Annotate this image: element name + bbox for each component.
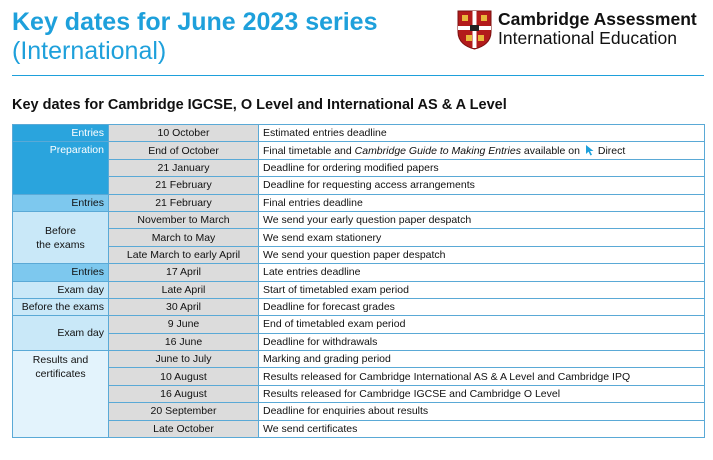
date-cell: 17 April <box>108 263 259 282</box>
date-cell: 10 August <box>108 367 259 386</box>
date-cell: 10 October <box>108 123 259 143</box>
description-text: Final timetable and <box>263 145 355 158</box>
table-row: Exam day 9 June End of timetabled exam p… <box>12 315 705 352</box>
description-cell: Deadline for requesting access arrangeme… <box>258 176 705 195</box>
table-row: Exam day Late April Start of timetabled … <box>12 280 705 299</box>
guide-title: Cambridge Guide to Making Entries <box>354 145 521 158</box>
table-row: Results and certificates June to July Ma… <box>12 350 705 439</box>
page-title: Key dates for June 2023 series (Internat… <box>12 8 432 66</box>
table-row: Before the exams 30 April Deadline for f… <box>12 297 705 317</box>
table-row: March to May We send exam stationery <box>13 228 705 247</box>
table-row: 21 February Deadline for requesting acce… <box>13 176 705 195</box>
page-title-sub: (International) <box>12 37 167 65</box>
table-row: Before the exams November to March We se… <box>12 210 705 265</box>
shield-icon <box>457 10 492 50</box>
category-cell: Before the exams <box>12 210 109 265</box>
date-cell: Late March to early April <box>108 245 259 265</box>
description-cell: Final entries deadline <box>258 193 705 212</box>
category-cell: Entries <box>12 193 109 212</box>
date-cell: 9 June <box>108 315 259 334</box>
cursor-arrow-icon <box>585 144 596 156</box>
date-cell: 21 February <box>108 193 259 212</box>
description-cell: We send exam stationery <box>258 228 705 247</box>
date-cell: Late April <box>108 280 259 299</box>
category-cell: Before the exams <box>12 297 109 317</box>
date-cell: June to July <box>108 350 259 369</box>
header-divider <box>12 75 704 76</box>
date-cell: November to March <box>108 210 259 230</box>
page-title-main: Key dates for June 2023 series <box>12 8 378 36</box>
description-cell: We send certificates <box>258 419 705 439</box>
section-heading: Key dates for Cambridge IGCSE, O Level a… <box>12 97 507 113</box>
description-cell: Start of timetabled exam period <box>258 280 705 299</box>
category-cell: Exam day <box>12 280 109 299</box>
category-cell: Entries <box>12 263 109 282</box>
date-cell: 30 April <box>108 297 259 317</box>
date-cell: 21 January <box>108 158 259 178</box>
description-cell: Results released for Cambridge IGCSE and… <box>258 384 705 404</box>
brand-line2: International Education <box>498 28 678 48</box>
description-cell: Deadline for forecast grades <box>258 297 705 317</box>
category-line: Before <box>45 224 76 237</box>
description-cell: We send your early question paper despat… <box>258 210 705 230</box>
category-line: Results and <box>32 354 89 367</box>
table-row: Late March to early April We send your q… <box>13 245 705 265</box>
category-cell: Entries <box>12 123 109 143</box>
table-row: 21 January Deadline for ordering modifie… <box>13 158 705 178</box>
description-cell: Deadline for ordering modified papers <box>258 158 705 178</box>
key-dates-table: Entries 10 October Estimated entries dea… <box>12 123 705 439</box>
table-row: Entries 17 April Late entries deadline <box>12 263 705 282</box>
description-cell: Late entries deadline <box>258 263 705 282</box>
category-line: the exams <box>36 238 85 251</box>
description-text: available on <box>520 145 583 158</box>
category-cell: Exam day <box>12 315 109 352</box>
table-row: Entries 21 February Final entries deadli… <box>12 193 705 212</box>
table-row: Late October We send certificates <box>13 419 705 439</box>
table-row: 10 August Results released for Cambridge… <box>13 367 705 386</box>
date-cell: 21 February <box>108 176 259 195</box>
date-cell: 16 August <box>108 384 259 404</box>
table-row: 16 August Results released for Cambridge… <box>13 384 705 404</box>
table-row: 16 June Deadline for withdrawals <box>13 332 705 352</box>
direct-link[interactable]: Direct <box>597 145 626 158</box>
date-cell: March to May <box>108 228 259 247</box>
description-cell: Final timetable and Cambridge Guide to M… <box>258 141 705 160</box>
date-cell: Late October <box>108 419 259 439</box>
brand-name: Cambridge Assessment International Educa… <box>498 10 697 48</box>
description-cell: End of timetabled exam period <box>258 315 705 334</box>
description-cell: Estimated entries deadline <box>258 123 705 143</box>
table-row: Entries 10 October Estimated entries dea… <box>12 123 705 143</box>
brand-line1: Cambridge Assessment <box>498 9 697 29</box>
category-line: certificates <box>35 368 86 381</box>
date-cell: 20 September <box>108 402 259 421</box>
description-cell: Deadline for enquiries about results <box>258 402 705 421</box>
cambridge-logo: Cambridge Assessment International Educa… <box>457 10 697 50</box>
category-cell: Preparation <box>12 141 109 195</box>
description-cell: Marking and grading period <box>258 350 705 369</box>
date-cell: 16 June <box>108 332 259 352</box>
description-cell: Results released for Cambridge Internati… <box>258 367 705 386</box>
description-cell: Deadline for withdrawals <box>258 332 705 352</box>
category-cell: Results and certificates <box>12 350 109 439</box>
table-row: 20 September Deadline for enquiries abou… <box>13 402 705 421</box>
date-cell: End of October <box>108 141 259 160</box>
table-row: Preparation End of October Final timetab… <box>12 141 705 195</box>
description-cell: We send your question paper despatch <box>258 245 705 265</box>
